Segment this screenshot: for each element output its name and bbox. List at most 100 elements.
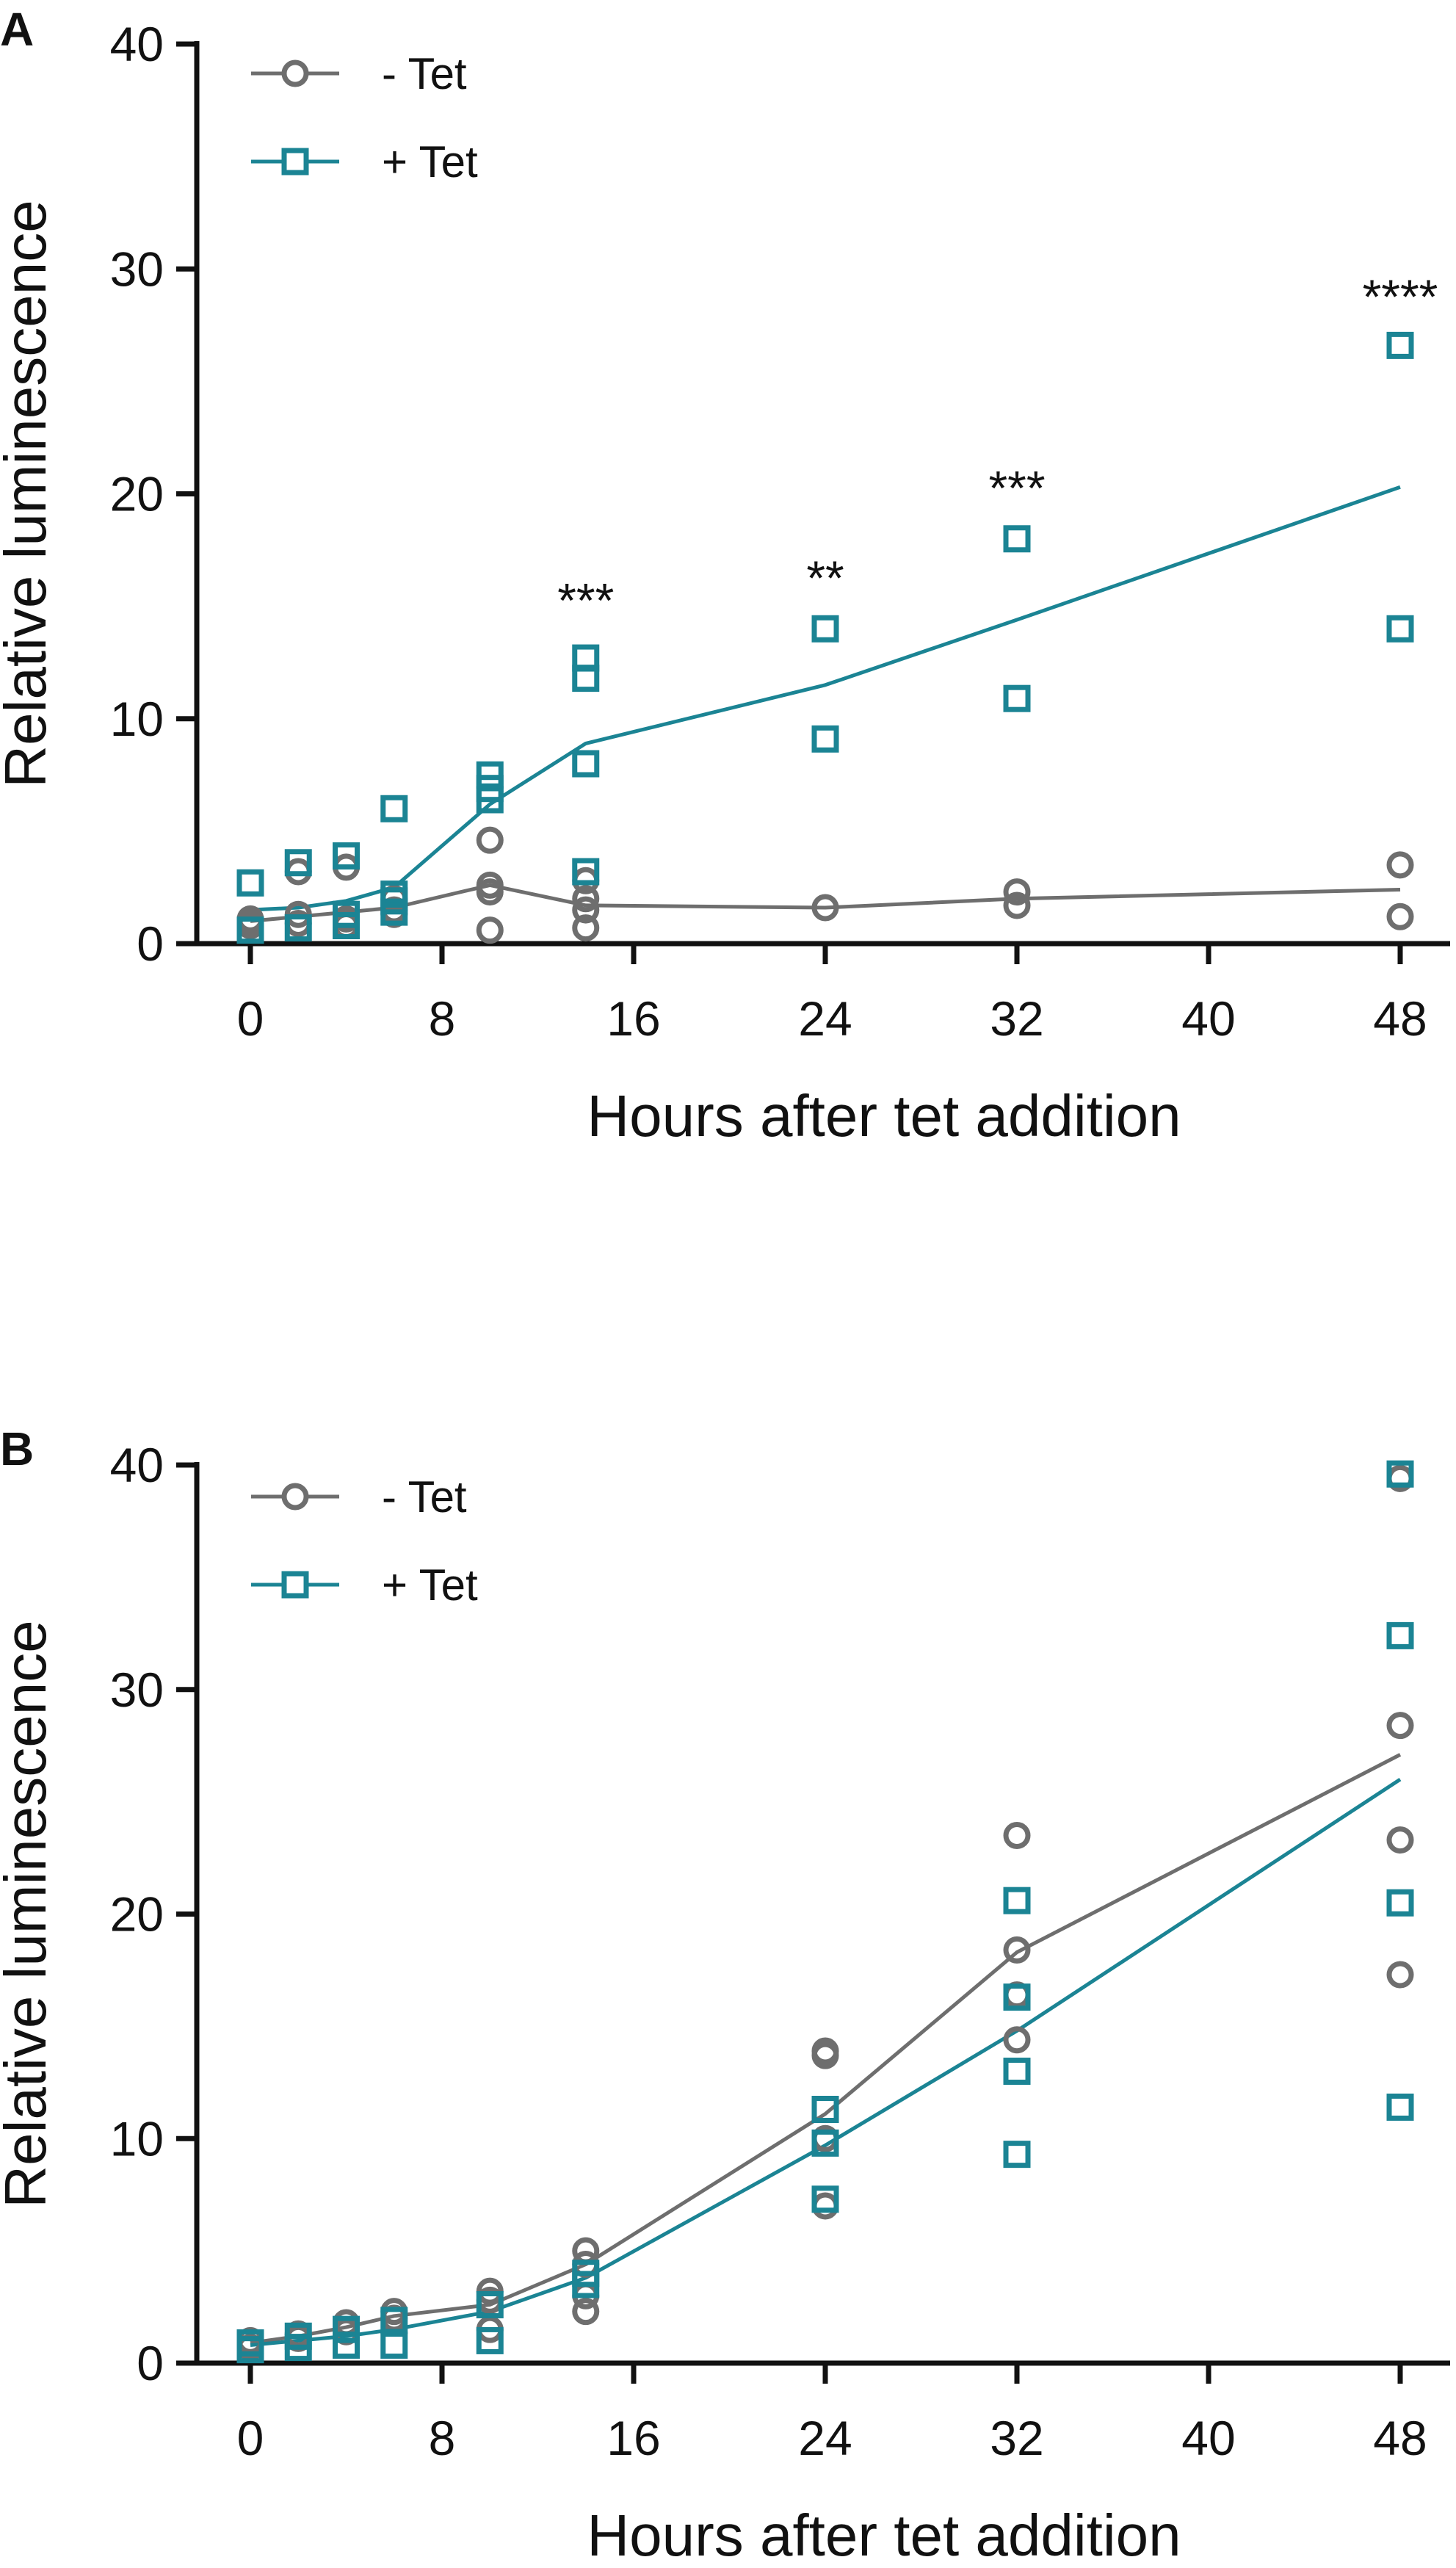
y-axis-title: Relative luminescence xyxy=(0,200,58,787)
data-point-plus-tet xyxy=(1003,1887,1031,1914)
significance-label: **** xyxy=(1363,270,1438,324)
y-tick-label: 0 xyxy=(137,916,164,971)
data-point-plus-tet xyxy=(1386,1889,1414,1917)
data-point-minus-tet xyxy=(1386,903,1414,930)
data-point-minus-tet xyxy=(811,2037,839,2065)
y-axis-title: Relative luminescence xyxy=(0,1620,58,2207)
data-point-plus-tet xyxy=(572,644,600,672)
legend-label: + Tet xyxy=(382,137,478,187)
data-point-plus-tet xyxy=(333,2315,360,2343)
y-tick-label: 30 xyxy=(110,1663,164,1717)
legend-marker-square xyxy=(281,1571,309,1599)
data-point-plus-tet xyxy=(476,2291,504,2319)
data-point-minus-tet xyxy=(572,2298,600,2326)
legend-label: - Tet xyxy=(382,1472,467,1522)
data-point-plus-tet xyxy=(1003,2058,1031,2086)
data-point-plus-tet xyxy=(236,869,264,897)
y-tick-label: 20 xyxy=(110,467,164,521)
data-point-plus-tet xyxy=(811,725,839,753)
data-point-minus-tet xyxy=(1003,1821,1031,1849)
legend-label: + Tet xyxy=(382,1560,478,1610)
data-point-plus-tet xyxy=(380,2332,408,2359)
data-point-plus-tet xyxy=(1386,2093,1414,2121)
data-point-plus-tet xyxy=(476,2326,504,2354)
data-point-plus-tet xyxy=(572,858,600,886)
data-point-plus-tet xyxy=(1003,2141,1031,2169)
data-point-plus-tet xyxy=(284,849,312,877)
data-point-plus-tet xyxy=(572,750,600,778)
data-point-plus-tet xyxy=(333,900,360,928)
x-tick-label: 24 xyxy=(798,2411,852,2465)
data-point-plus-tet xyxy=(1386,331,1414,359)
data-point-plus-tet xyxy=(284,2322,312,2350)
legend-marker-circle xyxy=(281,59,309,87)
y-tick-label: 10 xyxy=(110,692,164,746)
data-point-plus-tet xyxy=(236,916,264,944)
x-tick-label: 24 xyxy=(798,991,852,1046)
significance-label: *** xyxy=(988,460,1045,515)
data-point-plus-tet xyxy=(811,615,839,643)
data-point-minus-tet xyxy=(811,2192,839,2220)
data-point-minus-tet xyxy=(572,914,600,942)
y-tick-label: 0 xyxy=(137,2336,164,2390)
data-point-plus-tet xyxy=(811,2096,839,2124)
data-point-plus-tet xyxy=(236,2329,264,2357)
data-point-plus-tet xyxy=(380,2307,408,2334)
data-point-plus-tet xyxy=(333,2332,360,2359)
x-tick-label: 32 xyxy=(990,991,1043,1046)
data-point-plus-tet xyxy=(380,880,408,908)
y-tick-label: 20 xyxy=(110,1887,164,1942)
data-point-minus-tet xyxy=(572,885,600,913)
data-point-minus-tet xyxy=(476,826,504,854)
x-tick-label: 48 xyxy=(1373,991,1427,1046)
data-point-plus-tet xyxy=(1386,1621,1414,1649)
mean-line-minus-tet xyxy=(250,883,1401,923)
data-point-plus-tet xyxy=(811,2129,839,2157)
data-point-minus-tet xyxy=(476,871,504,899)
panel-letter: B xyxy=(0,1422,34,1475)
data-point-plus-tet xyxy=(1386,615,1414,643)
data-point-minus-tet xyxy=(1003,878,1031,906)
x-tick-label: 40 xyxy=(1181,991,1235,1046)
data-point-minus-tet xyxy=(1386,1712,1414,1740)
panel-b: B 0 10 20 30 40 0 8 16 24 32 40 48 Relative luminesce… xyxy=(0,1422,1450,2568)
x-tick-label: 0 xyxy=(237,2411,264,2465)
x-tick-label: 48 xyxy=(1373,2411,1427,2465)
data-point-minus-tet xyxy=(572,896,600,924)
data-point-plus-tet xyxy=(1003,684,1031,712)
data-point-plus-tet xyxy=(811,2185,839,2213)
data-point-minus-tet xyxy=(1003,1936,1031,1964)
y-tick-label: 40 xyxy=(110,1438,164,1492)
data-point-minus-tet xyxy=(1386,1826,1414,1854)
mean-line-minus-tet xyxy=(250,1753,1402,2345)
data-point-plus-tet xyxy=(1003,525,1031,553)
data-point-minus-tet xyxy=(1003,891,1031,919)
x-tick-label: 8 xyxy=(429,2411,456,2465)
panel-letter: A xyxy=(0,3,34,56)
legend-label: - Tet xyxy=(382,49,467,98)
legend-marker-circle xyxy=(281,1483,309,1511)
panel-a: A 0 10 20 30 40 0 8 16 24 32 40 48 Relative luminesce… xyxy=(0,3,1450,1149)
legend-marker-square xyxy=(281,148,309,176)
data-point-minus-tet xyxy=(811,894,839,922)
data-point-plus-tet xyxy=(476,761,504,789)
significance-label: *** xyxy=(557,573,614,627)
data-point-minus-tet xyxy=(1386,851,1414,879)
significance-label: ** xyxy=(806,551,844,605)
data-point-plus-tet xyxy=(1386,1460,1414,1488)
x-tick-label: 16 xyxy=(606,991,660,1046)
x-tick-label: 8 xyxy=(429,991,456,1046)
data-point-minus-tet xyxy=(1003,2026,1031,2054)
data-point-plus-tet xyxy=(1003,1983,1031,2011)
x-axis-title: Hours after tet addition xyxy=(587,2503,1181,2564)
data-point-plus-tet xyxy=(380,795,408,822)
data-point-plus-tet xyxy=(284,914,312,942)
x-tick-label: 32 xyxy=(990,2411,1043,2465)
y-tick-label: 30 xyxy=(110,242,164,296)
y-tick-label: 10 xyxy=(110,2111,164,2166)
data-point-plus-tet xyxy=(333,842,360,870)
data-point-minus-tet xyxy=(1386,1961,1414,1989)
data-point-minus-tet xyxy=(476,916,504,944)
